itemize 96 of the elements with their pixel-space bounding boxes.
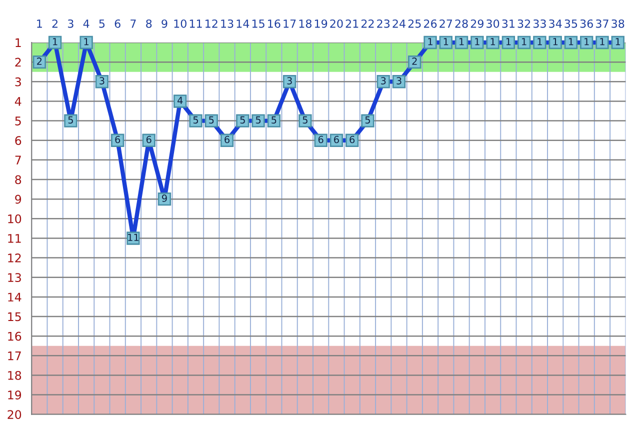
data-label: 1 [53, 38, 58, 46]
x-tick-label: 14 [236, 20, 250, 28]
x-tick-label: 3 [68, 19, 74, 28]
x-tick-label: 12 [206, 19, 218, 28]
data-label: 4 [178, 96, 183, 104]
y-tick-label: 16 [8, 332, 22, 341]
y-tick-label: 20 [8, 410, 22, 420]
y-tick-label: 5 [15, 116, 21, 126]
x-tick-label: 21 [346, 19, 358, 28]
x-tick-label: 8 [146, 19, 152, 28]
x-tick-label: 18 [299, 19, 312, 28]
data-label: 5 [68, 116, 73, 124]
data-label: 6 [115, 136, 120, 144]
x-tick-label: 16 [268, 19, 280, 28]
y-tick-label: 19 [8, 390, 22, 400]
data-label: 1 [428, 38, 432, 46]
x-tick-label: 36 [580, 19, 593, 28]
x-tick-label: 34 [549, 19, 562, 28]
y-tick-label: 15 [8, 312, 21, 322]
data-label: 5 [193, 116, 198, 124]
x-tick-label: 26 [424, 19, 437, 28]
y-tick-label: 6 [15, 136, 22, 146]
y-tick-label: 1 [16, 38, 21, 47]
data-label: 1 [553, 38, 558, 46]
x-tick-label: 13 [221, 19, 234, 28]
y-tick-label: 3 [15, 77, 21, 86]
data-label: 6 [334, 136, 339, 144]
y-tick-label: 2 [15, 58, 21, 67]
x-tick-label: 9 [162, 19, 168, 28]
x-tick-label: 19 [314, 19, 328, 28]
y-tick-label: 9 [15, 194, 22, 204]
data-label: 5 [209, 116, 214, 124]
data-label: 3 [381, 77, 386, 84]
data-label: 5 [302, 116, 308, 124]
x-tick-label: 4 [83, 20, 90, 28]
x-tick-label: 37 [596, 19, 608, 28]
data-label: 3 [396, 77, 402, 84]
data-label: 5 [256, 116, 261, 124]
data-label: 6 [318, 136, 324, 144]
x-tick-label: 25 [408, 19, 421, 28]
data-label: 1 [444, 38, 448, 46]
y-tick-label: 17 [8, 352, 21, 360]
data-label: 1 [584, 38, 589, 46]
x-tick-label: 11 [190, 20, 202, 28]
data-label: 1 [84, 38, 89, 46]
x-tick-label: 31 [502, 19, 514, 28]
data-label: 6 [146, 136, 152, 144]
x-tick-label: 1 [37, 20, 42, 28]
x-tick-label: 38 [612, 19, 624, 28]
data-label: 6 [350, 136, 355, 144]
x-tick-label: 35 [564, 19, 578, 28]
y-tick-label: 8 [15, 175, 22, 184]
y-tick-label: 13 [8, 273, 21, 282]
data-label: 3 [100, 77, 104, 84]
data-label: 1 [460, 38, 464, 46]
data-label: 1 [490, 38, 495, 46]
data-label: 11 [128, 234, 139, 241]
data-label: 1 [568, 38, 574, 46]
y-tick-label: 7 [15, 156, 21, 164]
data-label: 1 [506, 38, 511, 46]
y-tick-label: 4 [14, 97, 22, 106]
x-tick-label: 27 [440, 19, 452, 28]
y-tick-label: 18 [8, 370, 22, 380]
x-tick-label: 30 [486, 19, 500, 28]
x-tick-label: 28 [455, 19, 468, 28]
y-tick-label: 10 [8, 214, 22, 224]
y-tick-label: 11 [8, 234, 21, 243]
x-tick-label: 17 [284, 20, 296, 28]
x-tick-label: 7 [130, 20, 136, 28]
data-label: 3 [287, 77, 292, 84]
data-label: 1 [616, 38, 620, 46]
x-tick-label: 10 [174, 19, 186, 28]
data-label: 1 [538, 38, 542, 46]
data-label: 1 [475, 38, 480, 46]
data-label: 5 [240, 116, 245, 124]
x-tick-label: 23 [377, 19, 390, 28]
data-label: 5 [365, 116, 370, 124]
data-label: 2 [412, 58, 417, 65]
x-tick-label: 20 [330, 19, 343, 28]
data-label: 9 [162, 194, 167, 202]
x-tick-label: 5 [99, 20, 105, 28]
x-tick-label: 6 [114, 19, 120, 28]
x-tick-label: 24 [392, 19, 406, 28]
data-label: 1 [600, 38, 604, 46]
x-tick-label: 29 [470, 19, 484, 28]
data-label: 1 [522, 38, 526, 46]
data-label: 2 [37, 58, 42, 65]
x-tick-label: 32 [518, 19, 530, 28]
y-tick-label: 12 [8, 254, 21, 262]
x-tick-label: 15 [252, 20, 264, 28]
data-label: 5 [272, 116, 276, 124]
data-label: 6 [224, 136, 230, 144]
x-tick-label: 2 [52, 19, 58, 28]
y-tick-label: 14 [8, 292, 22, 302]
x-tick-label: 33 [533, 19, 546, 28]
x-tick-label: 22 [361, 19, 374, 28]
